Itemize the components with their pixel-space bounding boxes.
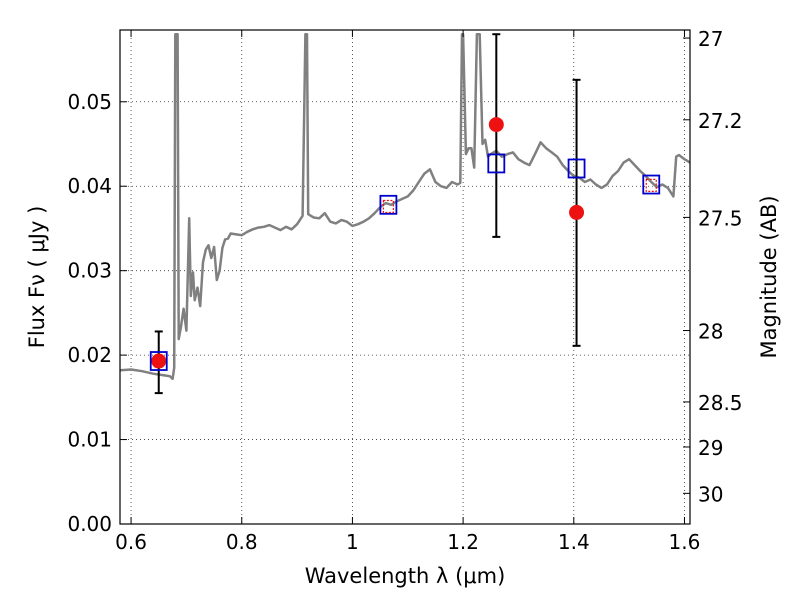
x-tick-label: 0.6	[115, 530, 147, 554]
grid	[120, 30, 690, 525]
spectrum-line	[120, 32, 690, 381]
plot-frame	[119, 29, 691, 525]
y-tick-label: 0.00	[67, 512, 112, 536]
y-tick-label: 0.05	[67, 90, 112, 114]
model-point-inner	[645, 178, 657, 192]
x-tick-label: 1.6	[669, 530, 701, 554]
y2-tick-label: 27.2	[698, 109, 743, 133]
y2-tick-label: 27.5	[698, 206, 743, 230]
ticks: 0.6 0.8 1 1.2 1.4 1.6 0.00 0.01 0.02 0.03 0.04 0.05…	[67, 27, 742, 554]
model-points	[149, 153, 661, 371]
model-point	[567, 158, 586, 179]
y2-tick-label: 27	[698, 27, 723, 51]
y-tick-label: 0.01	[67, 428, 112, 452]
x-axis-label: Wavelength λ (μm)	[305, 564, 506, 588]
error-bars	[154, 33, 581, 395]
x-tick-label: 0.8	[226, 530, 258, 554]
model-point	[487, 153, 506, 174]
spectrum-series	[120, 32, 690, 381]
y-axis-label: Flux Fν ( μJy )	[25, 206, 49, 349]
y-tick-label: 0.02	[67, 343, 112, 367]
y2-tick-label: 28.5	[698, 391, 743, 415]
model-point	[149, 351, 168, 371]
y2-axis-label: Magnitude (AB)	[757, 195, 781, 358]
y-tick-label: 0.03	[67, 259, 112, 283]
model-point	[642, 174, 661, 195]
observed-point	[488, 117, 504, 133]
model-point-inner	[382, 199, 394, 214]
y2-tick-label: 28	[698, 320, 723, 344]
x-tick-label: 1.4	[558, 530, 590, 554]
y-tick-label: 0.04	[67, 174, 112, 198]
observed-points	[151, 117, 585, 369]
x-tick-label: 1.2	[447, 530, 479, 554]
model-point	[379, 194, 398, 215]
x-tick-label: 1	[346, 530, 359, 554]
observed-point	[569, 204, 585, 220]
y2-tick-label: 30	[698, 482, 723, 506]
observed-point	[151, 353, 167, 369]
y2-tick-label: 29	[698, 436, 723, 460]
